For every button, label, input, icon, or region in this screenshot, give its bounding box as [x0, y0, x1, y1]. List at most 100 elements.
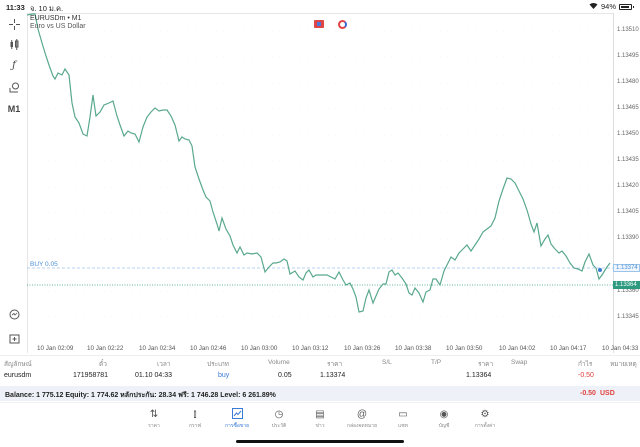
price-label: 1.13510	[617, 27, 639, 33]
chat-icon[interactable]	[5, 306, 23, 322]
time-label: 10 Jan 04:33	[602, 345, 639, 352]
position-time: 01.10 04:33	[135, 372, 172, 379]
position-row[interactable]: eurusdm 171958781 01.10 04:33 buy 0.05 1…	[0, 369, 640, 385]
one-click-trade-icon[interactable]	[314, 20, 324, 28]
price-label: 1.13480	[617, 79, 639, 85]
nav-news[interactable]: ▤ ข่าว	[300, 408, 340, 430]
total-profit: -0.50	[580, 390, 596, 397]
header-comment[interactable]: หมายเหตุ	[610, 361, 637, 368]
position-profit: -0.50	[578, 372, 594, 379]
time-label: 10 Jan 03:50	[446, 345, 483, 352]
bid-price-tag: 1.13364	[613, 281, 640, 289]
nav-history[interactable]: ◷ ประวัติ	[259, 408, 299, 430]
objects-icon[interactable]	[5, 79, 23, 95]
positions-header: สัญลักษณ์ ตั๋ว เวลา ประเภท Volume ราคา S…	[0, 355, 640, 368]
header-ticket[interactable]: ตั๋ว	[99, 361, 107, 368]
time-label: 10 Jan 04:17	[550, 345, 587, 352]
nav-label: บัญชี	[438, 423, 450, 429]
price-label: 1.13435	[617, 157, 639, 163]
account-icon: ◉	[439, 409, 449, 420]
news-icon: ▤	[315, 409, 325, 420]
battery-percent: 94%	[600, 2, 616, 11]
nav-account[interactable]: ◉ บัญชี	[424, 408, 464, 430]
header-open-price[interactable]: ราคา	[327, 361, 343, 368]
time-label: 10 Jan 03:12	[292, 345, 329, 352]
one-click-trading	[314, 20, 347, 29]
nav-label: ราคา	[148, 423, 160, 429]
price-chart[interactable]	[27, 13, 613, 353]
price-label: 1.13495	[617, 53, 639, 59]
header-symbol[interactable]: สัญลักษณ์	[4, 361, 32, 368]
time-label: 10 Jan 03:00	[241, 345, 278, 352]
nav-quotes[interactable]: ⇅ ราคา	[134, 408, 174, 430]
time-label: 10 Jan 02:22	[87, 345, 124, 352]
header-volume[interactable]: Volume	[268, 359, 290, 366]
account-summary: Balance: 1 775.12 Equity: 1 774.62 หลักป…	[0, 386, 640, 401]
header-type[interactable]: ประเภท	[207, 361, 229, 368]
time-label: 10 Jan 03:26	[344, 345, 381, 352]
home-indicator[interactable]	[236, 440, 404, 443]
header-current-price[interactable]: ราคา	[478, 361, 494, 368]
mailbox-icon: @	[356, 409, 368, 420]
nav-chart[interactable]: ⫾ กราฟ	[175, 408, 215, 430]
price-label: 1.13420	[617, 183, 639, 189]
chat-bubble-icon: ▭	[398, 409, 408, 420]
position-ticket: 171958781	[73, 372, 109, 379]
time-axis[interactable]: 10 Jan 02:09 10 Jan 02:22 10 Jan 02:34 1…	[27, 345, 640, 355]
status-bar: 11:33 จ. 10 ม.ค. 94%	[0, 0, 640, 13]
price-label: 1.13465	[617, 105, 639, 111]
battery-icon	[619, 3, 634, 10]
nav-label: ข่าว	[315, 423, 325, 429]
nav-label: กราฟ	[188, 423, 202, 429]
nav-trade[interactable]: การซื้อขาย	[217, 408, 257, 430]
header-tp[interactable]: T/P	[431, 359, 442, 366]
time-label: 10 Jan 02:09	[37, 345, 74, 352]
market-status-icon[interactable]	[338, 20, 347, 29]
indicators-icon[interactable]	[5, 36, 23, 52]
price-axis[interactable]: 1.13510 1.13495 1.13480 1.13465 1.13450 …	[613, 13, 640, 353]
buy-order-label[interactable]: BUY 0.05	[30, 261, 58, 268]
nav-label: กล่องจดหมาย	[346, 423, 378, 429]
price-label: 1.13405	[617, 209, 639, 215]
history-icon: ◷	[274, 409, 284, 420]
add-window-icon[interactable]	[5, 330, 23, 346]
time-label: 10 Jan 02:46	[190, 345, 227, 352]
chart-description: Euro vs US Dollar	[30, 23, 86, 30]
nav-settings[interactable]: ⚙ การตั้งค่า	[465, 408, 505, 430]
price-label: 1.13345	[617, 314, 639, 320]
wifi-icon	[589, 2, 598, 11]
header-sl[interactable]: S/L	[382, 359, 392, 366]
time-label: 10 Jan 04:02	[499, 345, 536, 352]
position-type: buy	[218, 372, 230, 379]
header-profit[interactable]: กำไร	[578, 361, 593, 368]
status-time: 11:33	[6, 3, 25, 12]
timeframe-button[interactable]: M1	[7, 104, 21, 114]
nav-chat[interactable]: ▭ แชท	[383, 408, 423, 430]
status-right: 94%	[589, 2, 634, 11]
position-symbol: eurusdm	[4, 372, 32, 379]
buy-price-tag: 1.13374	[613, 264, 640, 272]
price-label: 1.13450	[617, 131, 639, 137]
chart-toolbar: ƒ M1	[0, 13, 27, 353]
bottom-navigation: ⇅ ราคา ⫾ กราฟ การซื้อขาย ◷ ประวัติ ▤ ข่า…	[0, 402, 640, 447]
buy-marker	[598, 268, 602, 272]
header-time[interactable]: เวลา	[157, 361, 171, 368]
time-label: 10 Jan 03:38	[395, 345, 432, 352]
balance-text: Balance: 1 775.12 Equity: 1 774.62 หลักป…	[5, 392, 276, 399]
position-open-price: 1.13374	[320, 372, 346, 379]
functions-icon[interactable]: ƒ	[12, 59, 16, 71]
price-line-chart[interactable]	[27, 13, 613, 345]
currency: USD	[600, 390, 615, 397]
position-volume: 0.05	[278, 372, 292, 379]
price-series	[27, 13, 611, 313]
chart-symbol[interactable]: EURUSDm • M1	[30, 15, 82, 22]
gear-icon: ⚙	[480, 409, 490, 420]
nav-label: การซื้อขาย	[224, 423, 250, 429]
time-label: 10 Jan 02:34	[139, 345, 176, 352]
price-label: 1.13360	[617, 288, 639, 294]
nav-mailbox[interactable]: @ กล่องจดหมาย	[342, 408, 382, 430]
trade-icon	[217, 408, 257, 421]
header-swap[interactable]: Swap	[511, 359, 528, 366]
quotes-icon: ⇅	[149, 409, 159, 420]
crosshair-icon[interactable]	[5, 16, 23, 32]
